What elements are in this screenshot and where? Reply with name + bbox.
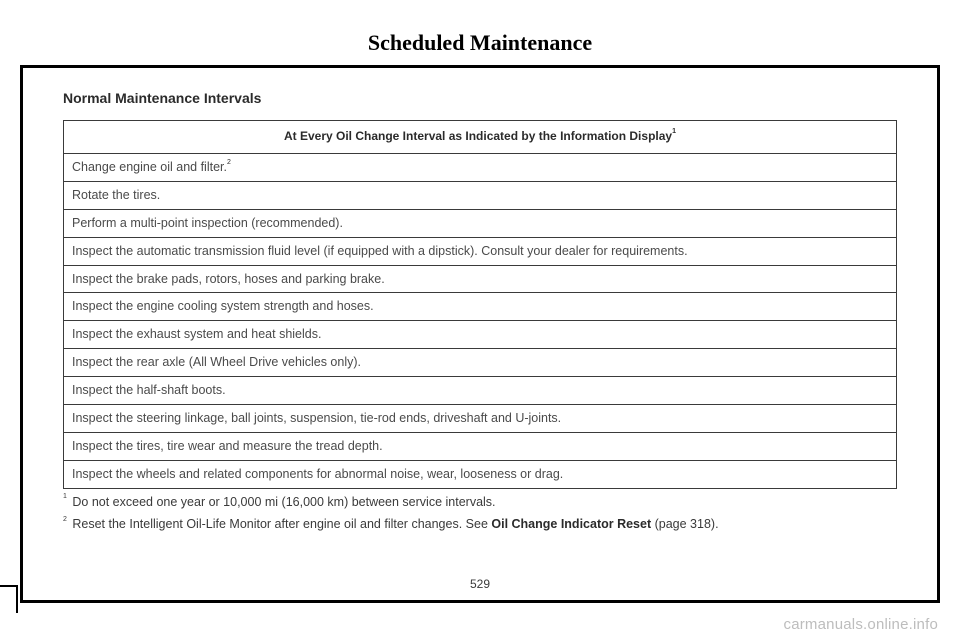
page-number: 529	[0, 577, 960, 591]
table-row: Rotate the tires.	[64, 181, 897, 209]
table-row: Perform a multi-point inspection (recomm…	[64, 209, 897, 237]
cell-text: Inspect the half-shaft boots.	[72, 383, 226, 397]
table-row: Inspect the engine cooling system streng…	[64, 293, 897, 321]
footnote-text: Do not exceed one year or 10,000 mi (16,…	[69, 495, 496, 509]
watermark: carmanuals.online.info	[784, 616, 939, 633]
cell-text: Inspect the engine cooling system streng…	[72, 299, 374, 313]
footnote: 1 Do not exceed one year or 10,000 mi (1…	[63, 493, 897, 512]
table-row: Inspect the automatic transmission fluid…	[64, 237, 897, 265]
footnote-text-post: (page 318).	[651, 517, 718, 531]
cell-text: Inspect the steering linkage, ball joint…	[72, 411, 561, 425]
footnote-number: 2	[63, 516, 67, 523]
table-cell: Rotate the tires.	[64, 181, 897, 209]
content-frame: Normal Maintenance Intervals At Every Oi…	[20, 65, 940, 603]
table-row: Inspect the brake pads, rotors, hoses an…	[64, 265, 897, 293]
table-row: Change engine oil and filter.2	[64, 154, 897, 182]
cell-text: Inspect the automatic transmission fluid…	[72, 244, 688, 258]
table-cell: Inspect the automatic transmission fluid…	[64, 237, 897, 265]
table-cell: Inspect the exhaust system and heat shie…	[64, 321, 897, 349]
table-cell: Inspect the steering linkage, ball joint…	[64, 404, 897, 432]
crop-mark	[0, 585, 18, 613]
table-row: Inspect the wheels and related component…	[64, 460, 897, 488]
cell-sup: 2	[227, 159, 231, 166]
cell-text: Inspect the tires, tire wear and measure…	[72, 439, 383, 453]
table-row: Inspect the exhaust system and heat shie…	[64, 321, 897, 349]
footnote: 2 Reset the Intelligent Oil-Life Monitor…	[63, 515, 897, 534]
cell-text: Inspect the exhaust system and heat shie…	[72, 327, 321, 341]
table-body: Change engine oil and filter.2 Rotate the…	[64, 154, 897, 489]
table-cell: Inspect the tires, tire wear and measure…	[64, 432, 897, 460]
table-cell: Inspect the half-shaft boots.	[64, 377, 897, 405]
table-header-sup: 1	[672, 128, 676, 135]
footnotes: 1 Do not exceed one year or 10,000 mi (1…	[63, 493, 897, 535]
cell-text: Inspect the rear axle (All Wheel Drive v…	[72, 355, 361, 369]
cell-text: Change engine oil and filter.	[72, 160, 227, 174]
table-cell: Inspect the wheels and related component…	[64, 460, 897, 488]
table-row: Inspect the half-shaft boots.	[64, 377, 897, 405]
footnote-text-pre: Reset the Intelligent Oil-Life Monitor a…	[69, 517, 491, 531]
table-row: Inspect the tires, tire wear and measure…	[64, 432, 897, 460]
table-header-text: At Every Oil Change Interval as Indicate…	[284, 129, 672, 143]
table-cell: Inspect the rear axle (All Wheel Drive v…	[64, 349, 897, 377]
table-cell: Inspect the engine cooling system streng…	[64, 293, 897, 321]
cell-text: Inspect the brake pads, rotors, hoses an…	[72, 272, 385, 286]
table-cell: Perform a multi-point inspection (recomm…	[64, 209, 897, 237]
footnote-bold: Oil Change Indicator Reset	[491, 517, 651, 531]
page-container: Scheduled Maintenance Normal Maintenance…	[0, 0, 960, 643]
table-cell: Inspect the brake pads, rotors, hoses an…	[64, 265, 897, 293]
table-row: Inspect the rear axle (All Wheel Drive v…	[64, 349, 897, 377]
footnote-number: 1	[63, 493, 67, 500]
maintenance-table: At Every Oil Change Interval as Indicate…	[63, 120, 897, 489]
cell-text: Inspect the wheels and related component…	[72, 467, 563, 481]
table-cell: Change engine oil and filter.2	[64, 154, 897, 182]
section-heading: Normal Maintenance Intervals	[63, 90, 897, 106]
table-header: At Every Oil Change Interval as Indicate…	[64, 121, 897, 154]
cell-text: Rotate the tires.	[72, 188, 160, 202]
page-title: Scheduled Maintenance	[0, 30, 960, 56]
cell-text: Perform a multi-point inspection (recomm…	[72, 216, 343, 230]
table-row: Inspect the steering linkage, ball joint…	[64, 404, 897, 432]
